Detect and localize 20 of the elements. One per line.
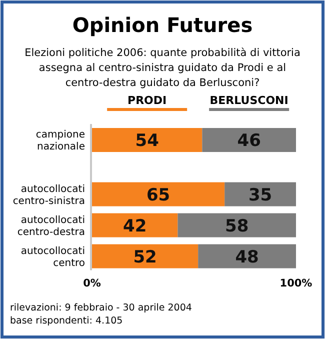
y-tick-label: campione nazionale [36,130,85,152]
data-label: 52 [133,247,157,268]
text: base rispondenti: 4.105 [10,315,123,326]
x-tick-label: 0% [83,277,102,290]
data-label: 35 [248,185,272,206]
chart-title: Opinion Futures [72,13,253,37]
data-label: 42 [123,216,147,236]
data-label: 65 [146,185,170,206]
series-label: BERLUSCONI [210,94,288,107]
data-label: 46 [237,131,261,151]
y-tick-label: autocollocati centro-sinistra [12,184,85,207]
series-label: PRODI [128,94,167,107]
y-tick-label: autocollocati centro-destra [17,214,85,238]
text: rilevazioni: 9 febbraio - 30 aprile 2004 [10,302,192,314]
chart-subtitle: Elezioni politiche 2006: quante probabilità di vittoria assegna al centro-sinistra guidato da Prodi e al centro-destra guidato da Berlusconi? [24,47,300,89]
data-label: 54 [135,131,160,151]
y-tick-label: autocollocati centro [20,246,85,269]
data-label: 48 [235,247,259,268]
x-tick-label: 100% [280,277,313,290]
data-label: 58 [225,216,249,236]
